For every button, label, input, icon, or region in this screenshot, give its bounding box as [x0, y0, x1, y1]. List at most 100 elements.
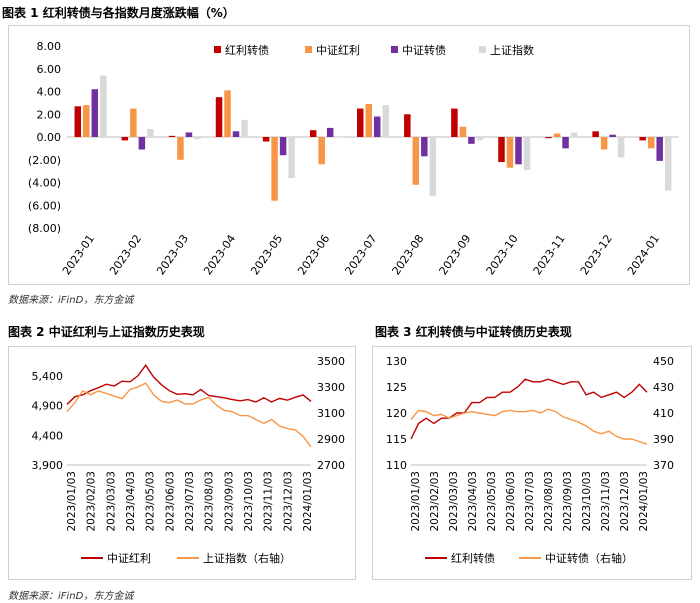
y-right-tick-label: 3500 [317, 355, 345, 368]
bar [194, 137, 201, 140]
y-left-tick-label: 125 [386, 381, 407, 394]
bar [429, 137, 437, 197]
x-tick-label: 2023-11 [531, 232, 568, 277]
x-tick-label: 2023/01/03 [410, 471, 422, 532]
x-tick-label: 2023-03 [154, 232, 191, 277]
bar [130, 108, 137, 137]
bar [224, 90, 231, 137]
x-tick-label: 2023/05/03 [145, 471, 157, 532]
x-tick-label: 2023/09/03 [562, 471, 574, 532]
chart1-source: 数据来源：iFinD，东方金诚 [8, 295, 134, 306]
series-line [66, 382, 312, 448]
bar [168, 135, 176, 137]
legend-label: 红利转债 [451, 551, 495, 565]
x-tick-label: 2023/04/03 [467, 471, 479, 532]
y-right-tick-label: 430 [653, 381, 674, 394]
y-right-tick-label: 410 [653, 407, 674, 420]
legend-swatch [305, 46, 312, 53]
bar [271, 137, 278, 201]
bar [100, 75, 107, 137]
legend-label: 中证红利 [107, 552, 151, 565]
bar [506, 137, 514, 168]
bar [515, 137, 522, 165]
x-tick-label: 2023/12/03 [282, 471, 294, 532]
bar [459, 126, 467, 137]
y-tick-label: 6.00 [37, 63, 62, 76]
y-tick-label: (8.00) [28, 222, 61, 235]
dividend-vs-sse-line-chart: 5,400 4,900 4,400 3,900 3500 3300 3100 2900 2700… [32, 355, 346, 565]
bar [476, 137, 484, 141]
chart1-title: 图表 1 红利转债与各指数月度涨跌幅（%） [2, 6, 235, 20]
bar [357, 108, 364, 137]
bar [468, 137, 475, 144]
bar [121, 137, 129, 141]
x-tick-label: 2023-05 [248, 232, 285, 277]
x-tick-label: 2023-07 [342, 232, 379, 277]
legend-label: 中证红利 [316, 44, 360, 57]
bar [326, 127, 334, 137]
bar [288, 137, 295, 178]
bar [232, 131, 240, 137]
x-tick-label: 2023-08 [390, 232, 427, 277]
bar [374, 116, 381, 137]
bar [74, 106, 82, 137]
bar [83, 105, 90, 137]
y-right-tick-label: 450 [653, 355, 674, 368]
x-tick-label: 2023/12/03 [619, 471, 631, 532]
legend-swatch [479, 46, 486, 53]
y-tick-label: 0.00 [37, 131, 62, 144]
bar [177, 137, 184, 160]
bar [279, 137, 287, 156]
bar [647, 137, 655, 149]
bar [664, 137, 672, 191]
bar [382, 105, 389, 137]
x-tick-label: 2023/06/03 [505, 471, 517, 532]
y-left-tick-label: 4,900 [32, 400, 64, 413]
bar [545, 137, 552, 139]
y-right-tick-label: 2700 [317, 459, 345, 472]
x-tick-label: 2023/10/03 [243, 471, 255, 532]
series-line [410, 408, 648, 445]
y-right-tick-label: 2900 [317, 433, 345, 446]
y-tick-label: 8.00 [37, 40, 62, 53]
y-tick-label: (6.00) [28, 199, 61, 212]
x-tick-label: 2023/05/03 [486, 471, 498, 532]
bar [553, 133, 561, 137]
y-left-tick-label: 4,400 [32, 429, 64, 442]
bar [421, 137, 428, 157]
x-tick-label: 2023/08/03 [543, 471, 555, 532]
x-tick-label: 2023-02 [107, 232, 144, 277]
y-tick-label: (4.00) [28, 177, 61, 190]
x-tick-label: 2023-01 [60, 232, 97, 277]
x-tick-label: 2023/01/03 [66, 471, 78, 532]
y-left-tick-label: 5,400 [32, 370, 64, 383]
bar [617, 137, 625, 158]
y-right-tick-label: 3100 [317, 407, 345, 420]
bar [656, 137, 663, 161]
bar [412, 137, 420, 185]
chart2-source: 数据来源：iFinD，东方金诚 [8, 591, 134, 602]
y-left-tick-label: 110 [386, 459, 407, 472]
bar [600, 137, 608, 150]
legend-swatch [214, 46, 221, 53]
y-tick-label: 2.00 [37, 108, 62, 121]
series-line [410, 378, 648, 440]
x-tick-label: 2024/01/03 [638, 471, 650, 532]
legend-label: 红利转债 [225, 43, 269, 57]
bar [365, 104, 372, 137]
bar [138, 137, 146, 150]
y-left-tick-label: 3,900 [32, 459, 64, 472]
x-tick-label: 2023-09 [437, 232, 474, 277]
bar [147, 129, 154, 137]
x-tick-label: 2023/07/03 [184, 471, 196, 532]
chart3-title: 图表 3 红利转债与中证转债历史表现 [375, 325, 572, 339]
y-left-tick-label: 130 [386, 355, 407, 368]
x-tick-label: 2023-04 [201, 232, 238, 277]
x-tick-label: 2023/03/03 [448, 471, 460, 532]
x-tick-label: 2023/11/03 [263, 471, 275, 532]
y-right-tick-label: 3300 [317, 381, 345, 394]
legend-label: 上证指数 [490, 43, 534, 57]
legend-label: 中证转债 [402, 43, 446, 57]
bar [639, 137, 646, 141]
bar [215, 97, 223, 137]
